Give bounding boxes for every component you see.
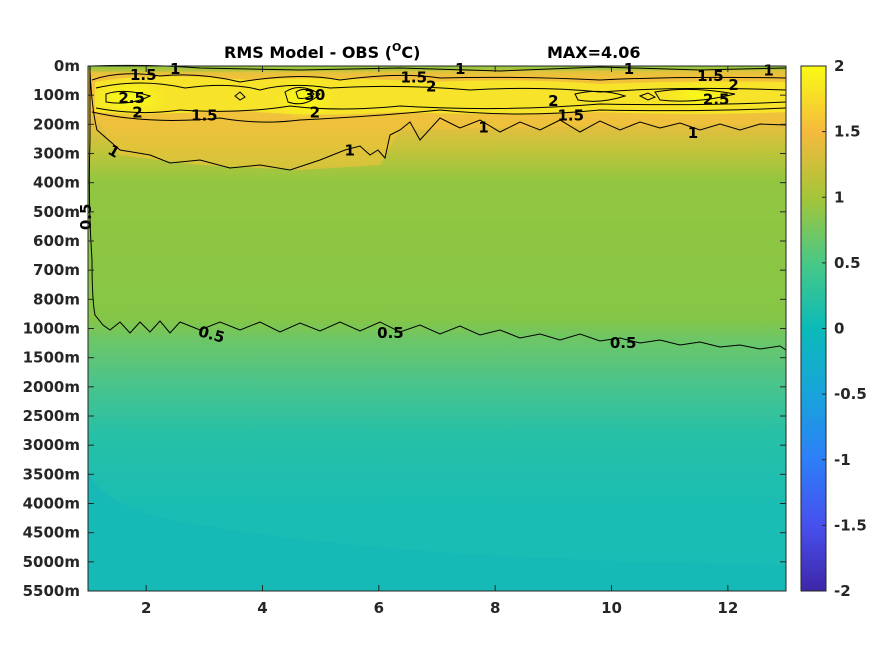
contour-label: 1.5 — [697, 67, 724, 85]
y-tick-label: 200m — [33, 115, 80, 133]
contour-2-5 — [105, 87, 736, 105]
y-tick-label: 800m — [33, 290, 80, 308]
colorbar-tick-label: -2 — [834, 582, 851, 600]
contour-label: 1 — [170, 60, 180, 78]
title-superscript: O — [392, 41, 401, 54]
x-tick-label: 2 — [141, 599, 151, 617]
contour-label: 2 — [132, 104, 142, 122]
contour-label: 1.5 — [557, 107, 584, 125]
contour-label: 2.5 — [703, 91, 730, 109]
y-tick-label: 600m — [33, 232, 80, 250]
y-tick-label: 1500m — [23, 349, 80, 367]
contour-label: 0.5 — [610, 334, 637, 352]
contour-1 — [89, 71, 787, 171]
contour-label: 1 — [688, 124, 698, 142]
colorbar-tick-label: -1 — [834, 451, 851, 469]
colorbar-tick-label: 2 — [834, 57, 844, 75]
y-tick-label: 400m — [33, 174, 80, 192]
contour-label: 1 — [345, 142, 355, 160]
contour-label: 2 — [426, 77, 436, 95]
title-max: MAX=4.06 — [547, 43, 641, 62]
y-tick-label: 100m — [33, 86, 80, 104]
contour-0-5 — [88, 66, 787, 351]
svg-text:RMS Model - OBS (OC): RMS Model - OBS (OC) — [224, 41, 420, 62]
contour-label: 1.5 — [400, 69, 427, 87]
x-tick-label: 8 — [490, 599, 500, 617]
x-tick-label: 4 — [257, 599, 267, 617]
contour-2 — [95, 82, 787, 114]
y-tick-label: 4500m — [23, 524, 80, 542]
contour-1-5 — [91, 73, 787, 123]
contour-label: 2 — [548, 92, 558, 110]
colorbar-tick-label: -0.5 — [834, 385, 867, 403]
contour-label: 1 — [455, 60, 465, 78]
x-tick-label: 10 — [601, 599, 622, 617]
y-tick-label: 5500m — [23, 582, 80, 600]
contour-label: 1 — [763, 61, 773, 79]
y-axis: 0m 100m 200m 300m 400m 500m 600m 700m 800m 1000m 1… — [23, 57, 786, 600]
colorbar: 2 1.5 1 0.5 0 -0.5 -1 -1.5 -2 — [800, 57, 867, 600]
hot-spot-west — [90, 78, 170, 118]
contour-label: 0.5 — [377, 324, 404, 342]
y-tick-label: 2500m — [23, 407, 80, 425]
contour-1-top — [89, 64, 787, 72]
x-tick-label: 12 — [717, 599, 738, 617]
contour-label: 1 — [624, 60, 634, 78]
y-tick-label: 1000m — [23, 320, 80, 338]
colorbar-tick-label: 0.5 — [834, 254, 861, 272]
y-tick-label: 5000m — [23, 553, 80, 571]
contour-label: 2.5 — [118, 89, 145, 107]
colorbar-tick-label: 1.5 — [834, 123, 861, 141]
contour-label: 1.5 — [130, 66, 157, 84]
colorbar-tick-label: 1 — [834, 188, 844, 206]
contour-label: 1.5 — [191, 107, 218, 125]
y-tick-label: 3500m — [23, 465, 80, 483]
y-tick-label: 2000m — [23, 378, 80, 396]
colorbar-ticks: 2 1.5 1 0.5 0 -0.5 -1 -1.5 -2 — [822, 57, 867, 600]
deep-bottom-region — [88, 470, 786, 591]
y-tick-label: 0m — [54, 57, 80, 75]
colorbar-tick-label: 0 — [834, 320, 844, 338]
title: RMS Model - OBS (OC) MAX=4.06 — [224, 41, 641, 62]
y-tick-label: 700m — [33, 261, 80, 279]
title-unit: C) — [401, 43, 420, 62]
contour-label: 1 — [478, 118, 488, 136]
contour-label: 2 — [728, 76, 738, 94]
contour-lines — [88, 64, 787, 351]
y-tick-label: 500m — [33, 203, 80, 221]
surface-yellow-band — [95, 76, 786, 115]
contour-label: 2 — [310, 104, 320, 122]
x-tick-label: 6 — [374, 599, 384, 617]
y-tick-label: 3000m — [23, 436, 80, 454]
contour-3 — [234, 88, 657, 101]
y-tick-label: 4000m — [23, 495, 80, 513]
x-axis: 2 4 6 8 10 12 — [141, 66, 738, 617]
y-tick-label: 300m — [33, 145, 80, 163]
title-main: RMS Model - OBS ( — [224, 43, 392, 62]
contour-label: 0.5 — [77, 204, 95, 231]
colorbar-tick-label: -1.5 — [834, 516, 867, 534]
contour-label: 30 — [304, 86, 325, 104]
